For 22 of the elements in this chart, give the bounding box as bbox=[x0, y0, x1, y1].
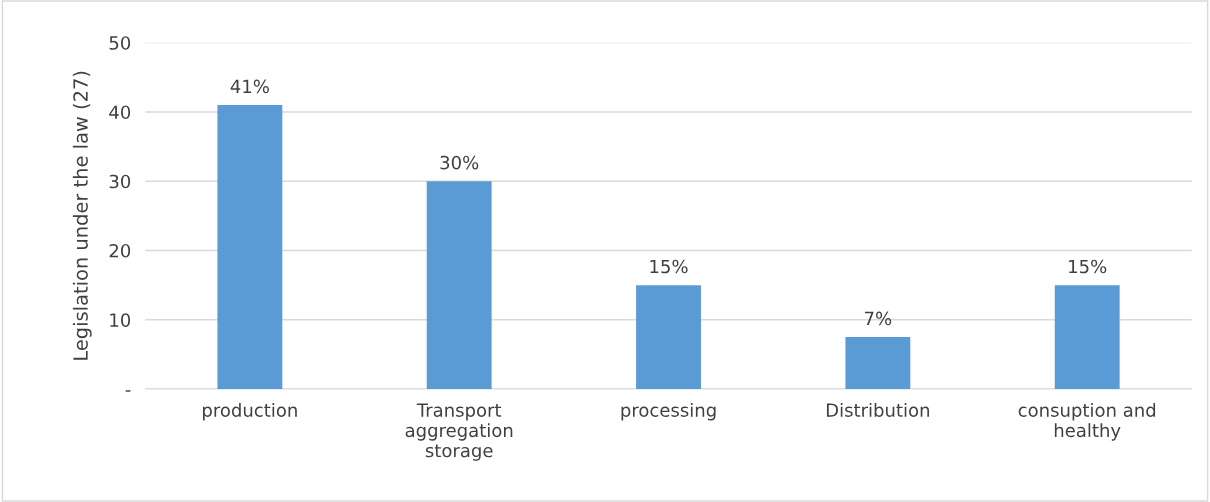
data-label: 15% bbox=[650, 259, 688, 274]
y-tick-label: - bbox=[125, 390, 131, 392]
data-label: 41% bbox=[230, 79, 269, 94]
y-axis-title: Legislation under the law (27) bbox=[72, 71, 92, 360]
y-tick-label: 40 bbox=[109, 105, 131, 120]
y-tick-label: 20 bbox=[109, 243, 131, 258]
bar bbox=[845, 337, 911, 390]
bar bbox=[1054, 285, 1120, 390]
data-label: 15% bbox=[1069, 259, 1107, 274]
bar bbox=[426, 181, 492, 390]
x-tick-label: consuption and healthy bbox=[1018, 402, 1156, 441]
x-tick-label: production bbox=[203, 402, 297, 421]
x-tick-label: Transport aggregation storage bbox=[405, 403, 513, 461]
data-label: 30% bbox=[440, 155, 479, 170]
y-tick-label: 50 bbox=[109, 36, 131, 50]
bar bbox=[217, 105, 283, 390]
y-tick-label: 30 bbox=[109, 174, 131, 189]
data-label: 7% bbox=[865, 311, 892, 326]
x-tick-label: Distribution bbox=[826, 402, 929, 417]
bar bbox=[636, 285, 701, 390]
x-tick-label: processing bbox=[621, 402, 716, 421]
y-tick-label: 10 bbox=[110, 313, 131, 327]
